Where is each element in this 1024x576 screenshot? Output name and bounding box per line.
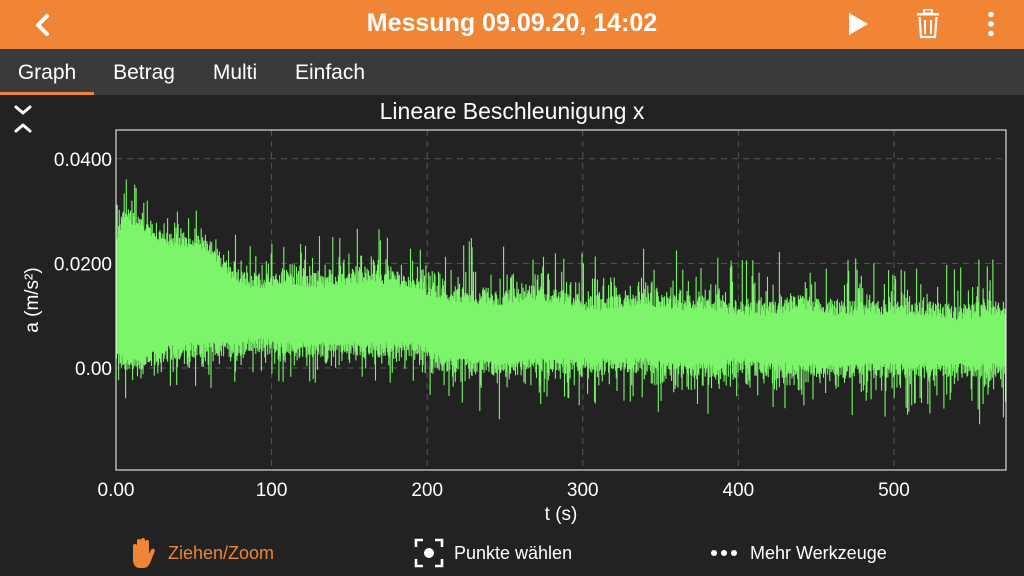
header-bar: Messung 09.09.20, 14:02 (0, 0, 1024, 49)
tab-bar: Graph Betrag Multi Einfach (0, 49, 1024, 95)
trash-icon[interactable] (912, 8, 944, 40)
hand-icon (128, 537, 158, 569)
chart-ticks: 0.00 100 200 300 400 500 0.00 0.0200 0.0400 (54, 150, 910, 501)
plot-frame (115, 129, 1007, 471)
x-tick-label: 400 (723, 480, 755, 501)
y-axis-label: a (m/s²) (22, 267, 43, 332)
acceleration-chart[interactable]: 0.00 100 200 300 400 500 0.00 0.0200 0.0400 t (s… (0, 95, 1024, 530)
chart-data-layer (115, 179, 1007, 425)
more-horizontal-icon (710, 548, 740, 558)
x-tick-label: 200 (411, 480, 443, 501)
tab-betrag[interactable]: Betrag (113, 61, 175, 84)
tab-einfach[interactable]: Einfach (294, 61, 366, 84)
pick-points-tool[interactable]: Punkte wählen (414, 536, 572, 570)
y-tick-label: 0.0400 (54, 150, 112, 171)
drag-zoom-tool[interactable]: Ziehen/Zoom (128, 536, 274, 570)
select-point-icon (414, 538, 444, 568)
chevron-left-icon[interactable] (28, 10, 56, 40)
play-icon[interactable] (843, 8, 873, 40)
tab-graph[interactable]: Graph (0, 49, 94, 95)
tab-multi[interactable]: Multi (212, 61, 258, 84)
chart-title: Lineare Beschleunigung x (379, 98, 645, 124)
x-axis-label: t (s) (545, 504, 578, 525)
chart-grid (116, 130, 1006, 470)
more-vertical-icon[interactable] (980, 8, 1002, 40)
collapse-expand-icon[interactable] (12, 102, 34, 136)
y-tick-label: 0.0200 (54, 254, 112, 275)
x-tick-label: 300 (567, 480, 599, 501)
more-tools-tool[interactable]: Mehr Werkzeuge (710, 536, 887, 570)
series-line (115, 179, 1007, 425)
pick-points-label: Punkte wählen (454, 542, 573, 563)
x-tick-label: 100 (256, 480, 288, 501)
x-tick-label: 0.00 (98, 480, 135, 501)
more-tools-label: Mehr Werkzeuge (750, 542, 887, 563)
y-tick-label: 0.00 (75, 359, 112, 380)
x-tick-label: 500 (878, 480, 910, 501)
drag-zoom-label: Ziehen/Zoom (168, 542, 275, 563)
tool-bar: Ziehen/Zoom Punkte wählen Mehr Werkzeuge (0, 530, 1024, 576)
